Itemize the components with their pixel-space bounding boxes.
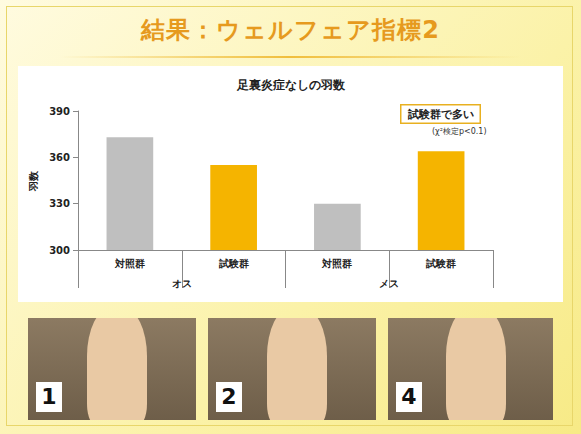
svg-text:足裏炎症なしの羽数: 足裏炎症なしの羽数 xyxy=(236,78,346,92)
svg-text:対照群: 対照群 xyxy=(114,258,145,269)
html-text:1: 1 xyxy=(41,384,57,409)
svg-text:390: 390 xyxy=(49,106,70,117)
svg-text:試験群で多い: 試験群で多い xyxy=(407,108,474,121)
svg-text:羽数: 羽数 xyxy=(28,170,39,192)
svg-text:試験群: 試験群 xyxy=(218,258,249,269)
svg-text:300: 300 xyxy=(49,245,70,256)
svg-text:330: 330 xyxy=(49,198,70,209)
svg-text:オス: オス xyxy=(172,278,192,289)
svg-text:対照群: 対照群 xyxy=(321,258,352,269)
html-text:4: 4 xyxy=(401,384,417,409)
svg-text:360: 360 xyxy=(49,152,70,163)
svg-text:(χ²検定p<0.1): (χ²検定p<0.1) xyxy=(432,127,487,136)
svg-text:試験群: 試験群 xyxy=(425,258,456,269)
svg-text:メス: メス xyxy=(379,278,399,289)
html-text:結果：ウェルフェア指標2: 結果：ウェルフェア指標2 xyxy=(141,16,440,44)
html-text:2: 2 xyxy=(221,384,237,409)
